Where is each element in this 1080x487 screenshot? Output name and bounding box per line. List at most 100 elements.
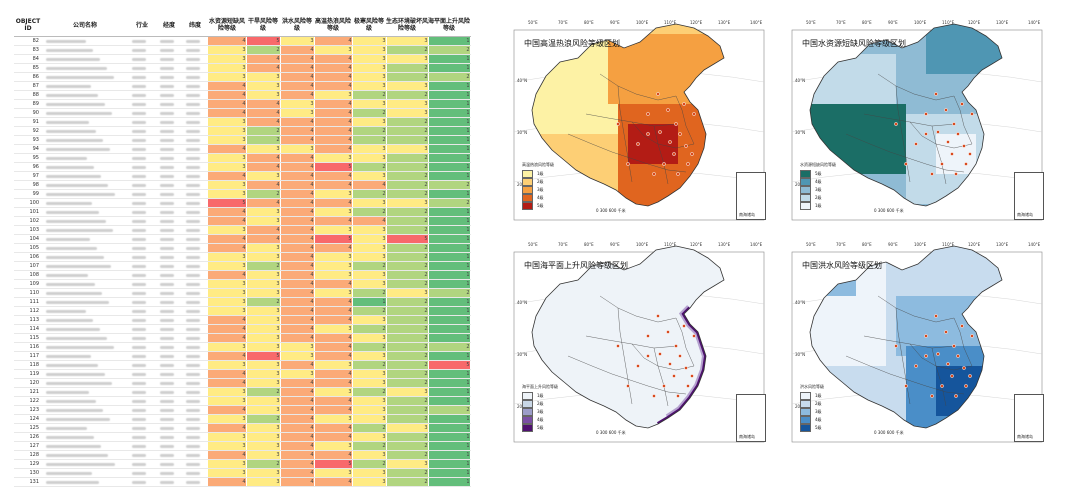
risk-level-cell: 4 — [280, 180, 315, 190]
blurred-cell — [128, 99, 156, 109]
risk-level-cell: 2 — [386, 468, 429, 478]
company-marker — [894, 122, 898, 126]
blurred-cell — [42, 54, 128, 64]
blurred-cell — [182, 99, 208, 109]
risk-level-cell: 1 — [428, 315, 471, 325]
blurred-cell — [42, 216, 128, 226]
column-header: 极寒风险等级 — [352, 14, 386, 37]
object-id-cell: 98 — [14, 180, 42, 190]
legend-swatch — [800, 424, 811, 432]
risk-level-cell: 4 — [280, 459, 315, 469]
latitude-label: 40°N — [517, 300, 528, 305]
blurred-cell — [42, 324, 128, 334]
risk-level-cell: 2 — [352, 423, 387, 433]
risk-level-cell: 1 — [428, 441, 471, 451]
company-marker — [954, 172, 958, 176]
risk-level-cell: 3 — [280, 351, 315, 361]
risk-level-cell: 2 — [352, 387, 387, 397]
province-boundary — [567, 355, 687, 395]
company-marker — [944, 108, 948, 112]
risk-level-cell: 1 — [428, 432, 471, 442]
risk-level-cell: 4 — [314, 36, 353, 46]
blurred-cell — [128, 324, 156, 334]
table-row: 98 3 4 4 4 4 2 2 — [14, 180, 471, 190]
object-id-cell: 91 — [14, 117, 42, 127]
risk-level-cell: 3 — [208, 432, 247, 442]
latitude-label: 40°N — [795, 300, 806, 305]
longitude-label: 70°E — [836, 20, 846, 25]
risk-level-cell: 3 — [246, 90, 281, 100]
risk-level-cell: 4 — [280, 450, 315, 460]
risk-level-cell: 3 — [314, 468, 353, 478]
risk-level-cell: 1 — [428, 99, 471, 109]
risk-level-cell: 4 — [280, 360, 315, 370]
company-marker — [692, 334, 696, 338]
blurred-cell — [156, 342, 182, 352]
province-boundary — [599, 73, 677, 101]
table-row: 85 3 4 4 4 3 2 1 — [14, 63, 471, 73]
blurred-cell — [156, 63, 182, 73]
risk-level-cell: 3 — [208, 306, 247, 316]
company-marker — [646, 132, 650, 136]
risk-level-cell: 3 — [208, 387, 247, 397]
blurred-cell — [182, 450, 208, 460]
legend-swatch — [522, 424, 533, 432]
blurred-cell — [156, 306, 182, 316]
longitude-label: 80°E — [584, 242, 594, 247]
blurred-cell — [42, 360, 128, 370]
risk-level-cell: 2 — [428, 45, 471, 55]
risk-level-cell: 1 — [428, 225, 471, 235]
risk-level-cell: 2 — [428, 342, 471, 352]
blurred-cell — [128, 459, 156, 469]
table-row: 84 3 4 4 4 3 3 1 — [14, 54, 471, 64]
table-row: 120 4 3 4 4 3 2 1 — [14, 378, 471, 388]
blurred-cell — [42, 270, 128, 280]
blurred-cell — [156, 45, 182, 55]
company-marker — [940, 384, 944, 388]
blurred-cell — [42, 99, 128, 109]
blurred-cell — [42, 342, 128, 352]
longitude-label: 130°E — [718, 20, 731, 25]
object-id-cell: 120 — [14, 378, 42, 388]
table-row: 100 5 4 4 4 3 3 2 — [14, 198, 471, 208]
risk-level-cell: 2 — [386, 63, 429, 73]
legend-item: 2级 — [522, 400, 558, 408]
blurred-cell — [128, 180, 156, 190]
risk-level-cell: 4 — [246, 225, 281, 235]
risk-level-cell: 4 — [246, 153, 281, 163]
object-id-cell: 96 — [14, 162, 42, 172]
risk-level-cell: 2 — [386, 261, 429, 271]
risk-level-cell: 4 — [208, 369, 247, 379]
risk-level-cell: 4 — [208, 333, 247, 343]
table-row: 126 3 3 4 4 3 2 1 — [14, 432, 471, 442]
risk-level-cell: 3 — [314, 90, 353, 100]
company-marker — [636, 364, 640, 368]
company-marker — [656, 92, 660, 96]
object-id-cell: 122 — [14, 396, 42, 406]
risk-level-cell: 1 — [428, 378, 471, 388]
table-row: 97 4 3 4 4 3 2 1 — [14, 171, 471, 181]
company-marker — [964, 162, 968, 166]
column-header: 干旱风险等级 — [246, 14, 280, 37]
blurred-cell — [156, 297, 182, 307]
risk-level-cell: 1 — [428, 351, 471, 361]
risk-level-cell: 3 — [246, 81, 281, 91]
risk-level-cell: 3 — [208, 72, 247, 82]
risk-level-cell: 1 — [428, 261, 471, 271]
company-marker — [934, 314, 938, 318]
blurred-cell — [182, 378, 208, 388]
object-id-cell: 99 — [14, 189, 42, 199]
blurred-cell — [128, 90, 156, 100]
risk-level-cell: 3 — [280, 99, 315, 109]
risk-level-cell: 3 — [246, 441, 281, 451]
blurred-cell — [128, 468, 156, 478]
table-row: 82 4 5 3 4 3 3 1 — [14, 36, 471, 46]
longitude-label: 120°E — [690, 242, 703, 247]
table-row: 104 4 4 4 5 3 5 1 — [14, 234, 471, 244]
map-title: 中国洪水风险等级区划 — [802, 261, 882, 270]
longitude-label: 140°E — [750, 242, 763, 247]
risk-level-cell: 2 — [246, 387, 281, 397]
risk-level-cell: 4 — [314, 477, 353, 487]
table-row: 124 3 2 4 3 3 2 1 — [14, 414, 471, 424]
risk-level-cell: 3 — [246, 243, 281, 253]
